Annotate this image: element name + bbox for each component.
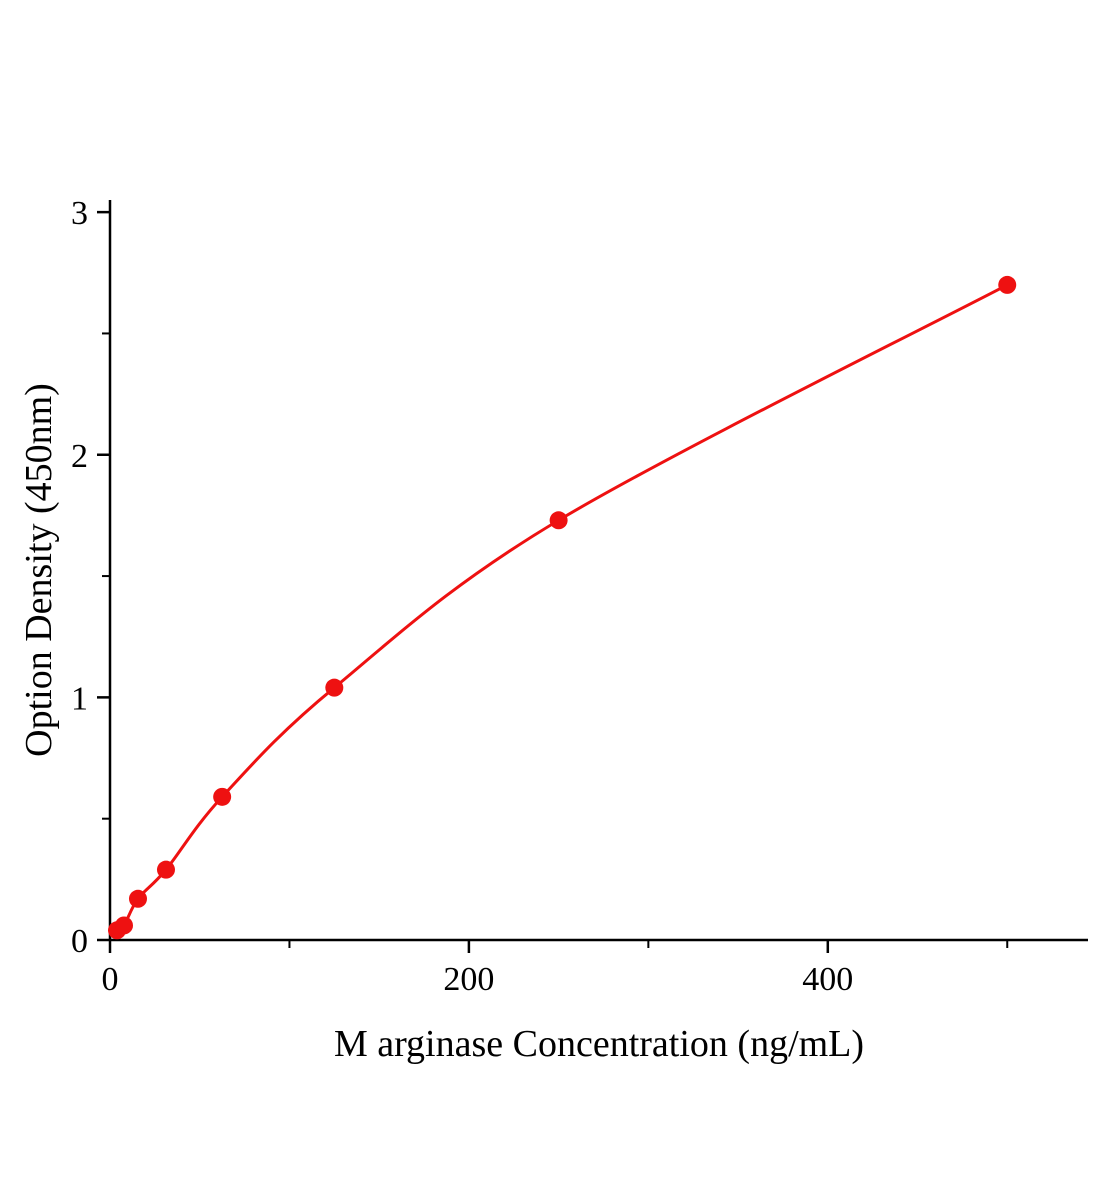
y-axis-title-box: Option Density (450nm) [4, 200, 74, 940]
standard-curve-point [156, 860, 175, 879]
standard-curve-point [998, 275, 1017, 294]
x-axis-title: M arginase Concentration (ng/mL) [333, 1023, 865, 1065]
standard-curve-point [325, 678, 344, 697]
x-tick-label: 0 [102, 961, 119, 998]
standard-curve-point [114, 916, 133, 935]
standard-curve-point [128, 889, 147, 908]
standard-curve-point [549, 511, 568, 530]
x-tick-label: 200 [443, 961, 494, 998]
x-tick-label: 400 [802, 961, 853, 998]
standard-curve-point [213, 787, 232, 806]
y-tick-label: 2 [71, 438, 88, 475]
y-tick-label: 0 [71, 923, 88, 960]
standard-curve-line [116, 283, 1008, 932]
y-axis-title: Option Density (450nm) [18, 383, 61, 757]
y-tick-label: 3 [71, 195, 88, 232]
y-tick-label: 1 [71, 680, 88, 717]
